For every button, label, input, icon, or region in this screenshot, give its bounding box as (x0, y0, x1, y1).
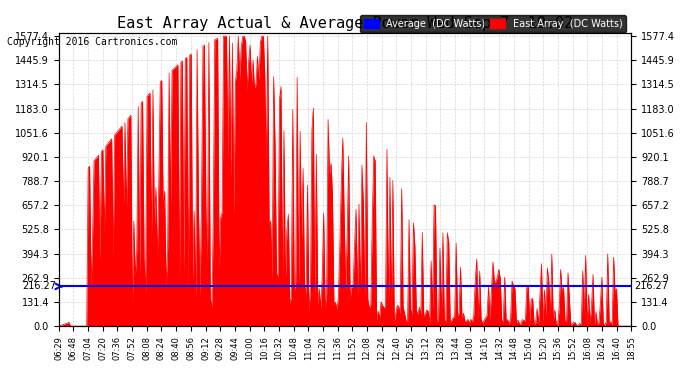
Legend: Average  (DC Watts), East Array  (DC Watts): Average (DC Watts), East Array (DC Watts… (360, 15, 627, 33)
Text: Copyright 2016 Cartronics.com: Copyright 2016 Cartronics.com (7, 37, 177, 47)
Title: East Array Actual & Average Power Wed Sep 7  19:02: East Array Actual & Average Power Wed Se… (117, 16, 573, 31)
Text: 216.27: 216.27 (22, 281, 56, 291)
Text: 216.27: 216.27 (634, 281, 668, 291)
